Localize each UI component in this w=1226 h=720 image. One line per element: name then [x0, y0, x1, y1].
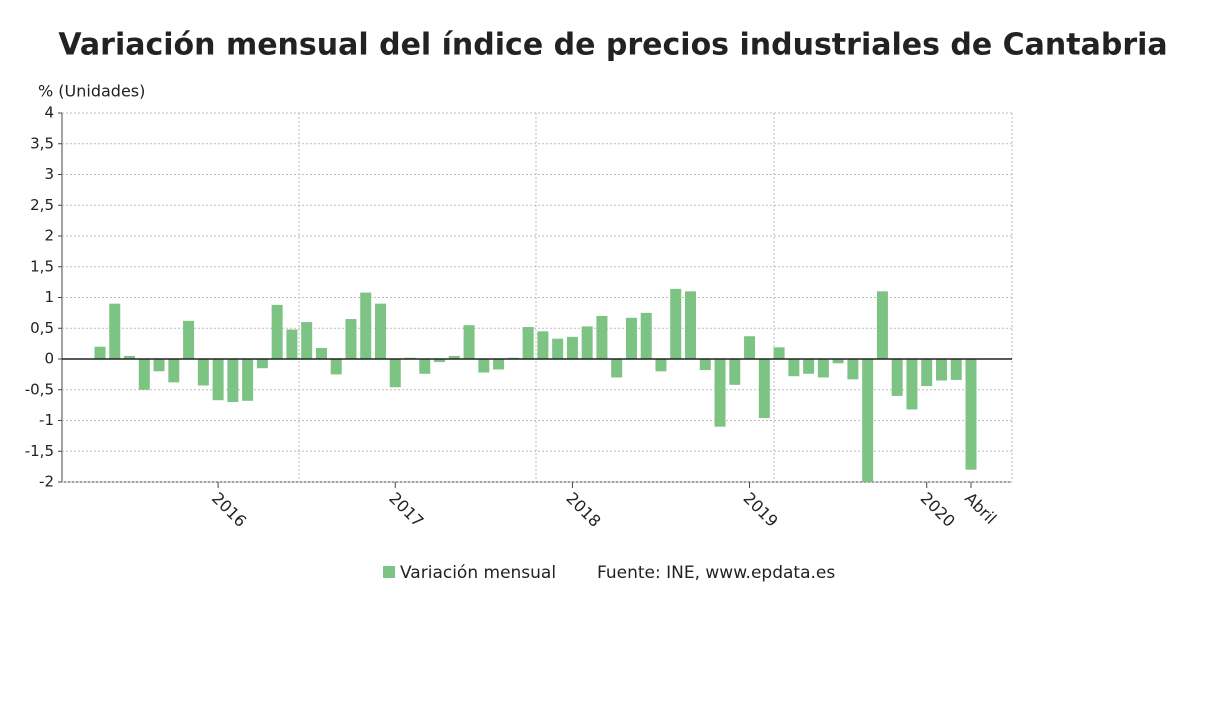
y-tick-label: -1,5 [25, 442, 54, 460]
bar [419, 359, 431, 374]
bar [758, 359, 770, 419]
y-tick-label: 0,5 [30, 319, 54, 337]
bar [212, 359, 224, 401]
legend-label: Variación mensual [400, 563, 556, 583]
bar [950, 359, 962, 380]
y-tick-label: 2,5 [30, 196, 54, 214]
y-axis-label: % (Unidades) [38, 82, 145, 101]
bar [699, 359, 711, 371]
bar [434, 359, 446, 363]
bar [862, 359, 874, 482]
bar [817, 359, 829, 378]
bar [360, 292, 372, 359]
bar [183, 320, 195, 359]
bar [773, 347, 785, 359]
bar [552, 338, 564, 359]
y-tick-label: 2 [44, 227, 54, 245]
x-tick-label: 2018 [562, 489, 604, 531]
bar [124, 355, 136, 359]
bar [197, 359, 209, 386]
x-tick-label: Abril [961, 489, 1000, 528]
bar [714, 359, 726, 427]
bar [685, 291, 697, 359]
bar [493, 359, 505, 370]
bar [670, 288, 682, 359]
bar [655, 359, 667, 372]
bar [286, 329, 298, 359]
bar [153, 359, 165, 372]
x-tick-label: 2017 [385, 489, 427, 531]
bar [611, 359, 623, 378]
bar [935, 359, 947, 381]
bar [242, 359, 254, 401]
bar [345, 319, 357, 359]
bar [640, 312, 652, 359]
bar [389, 359, 401, 388]
bar [168, 359, 180, 383]
y-tick-label: 4 [44, 104, 54, 122]
bar [803, 359, 815, 374]
bar [537, 331, 549, 359]
bar [965, 359, 977, 470]
bar [522, 327, 534, 359]
bar [256, 359, 268, 369]
bar [847, 359, 859, 380]
y-tick-label: 0 [44, 350, 54, 368]
bar [330, 359, 342, 375]
bar [94, 346, 106, 359]
bar [625, 317, 637, 359]
y-tick-label: -0,5 [25, 380, 54, 398]
y-tick-label: -2 [39, 473, 54, 491]
bar [448, 355, 460, 359]
y-tick-label: 1 [44, 288, 54, 306]
y-tick-label: 1,5 [30, 257, 54, 275]
x-tick-label: 2019 [740, 489, 782, 531]
x-tick-label: 2016 [208, 489, 250, 531]
chart-title: Variación mensual del índice de precios … [58, 28, 1167, 63]
bar [301, 322, 313, 359]
y-tick-label: -1 [39, 411, 54, 429]
y-tick-label: 3 [44, 165, 54, 183]
source: Fuente: INE, www.epdata.es [597, 563, 835, 583]
bar [566, 336, 578, 359]
bar [788, 359, 800, 377]
bar [138, 359, 150, 390]
bar [891, 359, 903, 396]
bar [271, 304, 283, 359]
bar [227, 359, 239, 403]
y-tick-label: 3,5 [30, 134, 54, 152]
bar [906, 359, 918, 410]
bar [921, 359, 933, 387]
bar [374, 303, 386, 359]
bar [596, 315, 608, 359]
bar [478, 359, 490, 373]
bar [315, 347, 327, 359]
bar [832, 359, 844, 364]
bar [581, 326, 593, 359]
bar [744, 336, 756, 359]
bar [729, 359, 741, 385]
legend-swatch [383, 566, 395, 578]
x-tick-label: 2020 [917, 489, 959, 531]
bar [876, 291, 888, 359]
bar [109, 303, 121, 359]
bar [463, 325, 475, 359]
